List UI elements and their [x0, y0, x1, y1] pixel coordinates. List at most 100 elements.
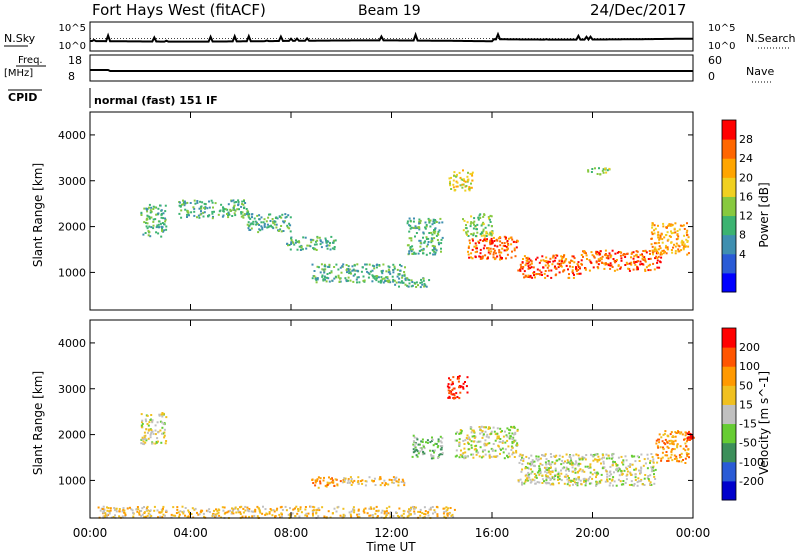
nsearch-label: N.Search [746, 32, 796, 45]
colorbar-segment [722, 158, 736, 178]
colorbar-tick-label: -200 [739, 475, 764, 488]
power-region [311, 263, 406, 284]
colorbar-tick-label: 50 [739, 379, 753, 392]
colorbar-segment [722, 253, 736, 274]
colorbar-segment [722, 177, 736, 197]
colorbar-segment [722, 366, 736, 386]
time-x-ticks: 00:00 04:00 08:00 12:00 16:00 20:00 00:00 [73, 112, 711, 540]
nsky-tick-bottom: 10^0 [59, 41, 86, 52]
freq-unit-label: [MHz] [4, 68, 33, 79]
colorbar-tick-label: 24 [739, 152, 753, 165]
colorbar-segment [722, 272, 736, 293]
colorbar-segment [722, 385, 736, 405]
power-colorbar: 28 24 20 16 12 8 4 [721, 119, 753, 293]
colorbar-tick-label: 20 [739, 171, 753, 184]
colorbar-segment [722, 120, 736, 140]
freq-series [90, 69, 693, 72]
colorbar-tick-label: 12 [739, 210, 753, 223]
x-tick-label: 20:00 [575, 526, 610, 540]
colorbar-tick-label: -50 [739, 437, 757, 450]
power-region [587, 167, 611, 176]
freq-label: Freq. [18, 55, 43, 66]
y-tick-label: 3000 [58, 175, 86, 188]
colorbar-segment [722, 215, 736, 236]
y-tick-label: 1000 [58, 474, 86, 487]
power-scatter-cells [140, 167, 690, 289]
velocity-region [97, 505, 456, 519]
nsearch-tick-bottom: 10^0 [708, 41, 735, 52]
colorbar-tick-label: -100 [739, 456, 764, 469]
nsky-series [90, 31, 693, 43]
time-x-axis-label: Time UT [365, 540, 416, 554]
colorbar-tick-label: 8 [739, 229, 746, 242]
velocity-region [454, 425, 519, 460]
cpid-value: normal (fast) 151 IF [94, 94, 218, 107]
power-region [286, 235, 337, 251]
colorbar-segment [722, 404, 736, 425]
colorbar-segment [722, 480, 736, 501]
nsky-label: N.Sky [4, 32, 36, 45]
power-region [140, 203, 168, 238]
cpid-label: CPID [8, 91, 37, 104]
nave-tick-top: 60 [708, 54, 722, 67]
velocity-colorbar: 200 100 50 15 -15 -50 -100 -200 [721, 327, 764, 501]
power-region [178, 199, 251, 220]
y-tick-label: 2000 [58, 221, 86, 234]
y-tick-label: 4000 [58, 337, 86, 350]
colorbar-frame [721, 119, 737, 293]
x-tick-label: 00:00 [73, 526, 108, 540]
power-region [245, 212, 292, 234]
colorbar-segment [722, 461, 736, 482]
nsearch-tick-top: 10^5 [708, 23, 735, 34]
power-region [448, 169, 474, 192]
freq-tick-bottom: 8 [68, 70, 75, 83]
velocity-region [446, 375, 469, 400]
velocity-region [655, 430, 690, 464]
x-tick-label: 16:00 [475, 526, 510, 540]
nsky-panel-frame [89, 21, 694, 52]
power-region [467, 235, 519, 261]
colorbar-segment [722, 139, 736, 159]
colorbar-segment [722, 328, 736, 348]
colorbar-tick-label: 28 [739, 133, 753, 146]
velocity-region [341, 476, 406, 487]
x-tick-label: 12:00 [374, 526, 409, 540]
nave-label: Nave [746, 65, 774, 78]
colorbar-tick-label: 16 [739, 190, 753, 203]
colorbar-segment [722, 442, 736, 463]
colorbar-frame [721, 327, 737, 501]
colorbar-tick-label: 100 [739, 360, 760, 373]
nave-tick-bottom: 0 [708, 70, 715, 83]
colorbar-tick-label: -15 [739, 418, 757, 431]
velocity-region [517, 452, 657, 487]
power-region [580, 249, 663, 272]
y-tick-label: 1000 [58, 266, 86, 279]
velocity-panel-frame [89, 319, 694, 519]
y-tick-label: 2000 [58, 429, 86, 442]
freq-tick-top: 18 [68, 54, 82, 67]
colorbar-tick-label: 15 [739, 398, 753, 411]
colorbar-segment [722, 196, 736, 217]
radar-title: Fort Hays West (fitACF) [92, 1, 266, 19]
velocity-y-axis-label: Slant Range [km] [31, 371, 45, 475]
date-label: 24/Dec/2017 [590, 1, 686, 19]
velocity-scatter-cells [97, 375, 695, 519]
colorbar-tick-label: 4 [739, 248, 746, 261]
power-region [517, 254, 582, 279]
power-y-axis-label: Slant Range [km] [31, 163, 45, 267]
x-tick-label: 00:00 [676, 526, 711, 540]
power-region [650, 222, 690, 256]
velocity-region [311, 476, 342, 489]
freq-panel-frame [89, 54, 694, 82]
colorbar-tick-label: 200 [739, 341, 760, 354]
y-tick-label: 4000 [58, 129, 86, 142]
power-region [462, 213, 494, 238]
colorbar-segment [722, 423, 736, 444]
power-colorbar-label: Power [dB] [757, 182, 771, 247]
velocity-region [140, 412, 168, 446]
velocity-y-ticks: 4000 3000 2000 1000 [58, 337, 693, 487]
colorbar-segment [722, 234, 736, 255]
beam-label: Beam 19 [358, 3, 421, 19]
y-tick-label: 3000 [58, 383, 86, 396]
